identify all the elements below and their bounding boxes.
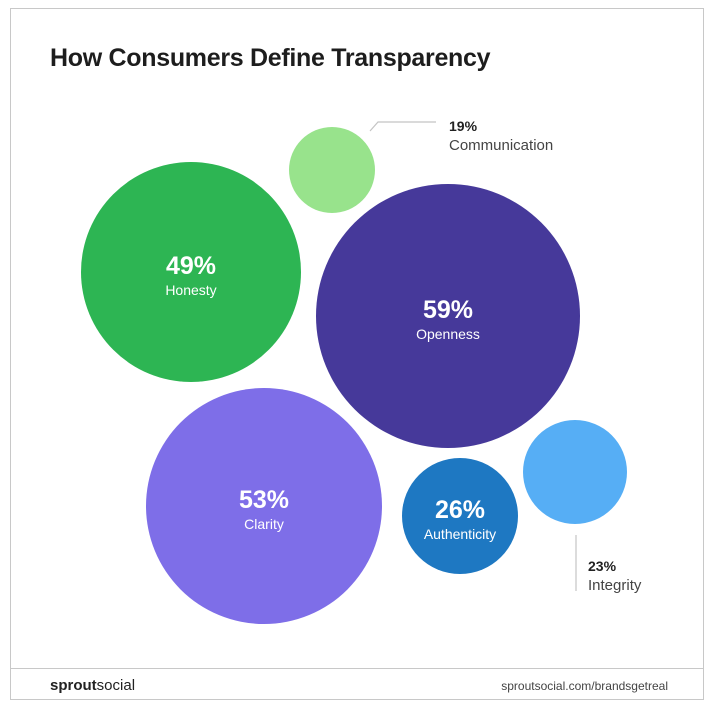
bubble-name: Openness <box>416 326 480 342</box>
bubble-name: Integrity <box>588 577 642 594</box>
bubble-label-clarity: 53% Clarity <box>239 486 289 534</box>
bubble-label-integrity: 23% Integrity <box>588 556 641 596</box>
bubble-value: 23% <box>588 558 617 574</box>
bubble-name: Authenticity <box>423 526 497 542</box>
bubble-integrity <box>523 420 627 524</box>
bubble-value: 59% <box>422 296 474 324</box>
bubble-value: 49% <box>165 252 217 280</box>
footer-url: sproutsocial.com/brandsgetreal <box>501 679 668 693</box>
footer-divider <box>10 668 704 669</box>
bubble-label-honesty: 49% Honesty <box>165 252 216 300</box>
infographic-frame <box>10 8 704 700</box>
bubble-authenticity <box>402 458 518 574</box>
bubble-label-authenticity: 26% Authenticity <box>424 496 496 544</box>
bubble-value: 26% <box>434 496 486 524</box>
logo-bold: sprout <box>50 677 97 694</box>
sproutsocial-logo: sproutsocial <box>50 677 135 694</box>
bubble-name: Clarity <box>244 516 284 532</box>
bubble-label-communication: 19% Communication <box>449 116 553 156</box>
bubble-value: 53% <box>238 486 290 514</box>
bubble-value: 19% <box>449 118 478 134</box>
leader-line-communication <box>369 121 436 132</box>
bubble-label-openness: 59% Openness <box>416 296 480 344</box>
bubble-clarity <box>146 388 382 624</box>
bubble-name: Honesty <box>165 282 217 298</box>
chart-title: How Consumers Define Transparency <box>50 44 491 72</box>
bubble-name: Communication <box>449 137 554 154</box>
logo-light: social <box>96 677 136 694</box>
bubble-communication <box>289 127 375 213</box>
bubble-honesty <box>81 162 301 382</box>
bubble-openness <box>316 184 580 448</box>
